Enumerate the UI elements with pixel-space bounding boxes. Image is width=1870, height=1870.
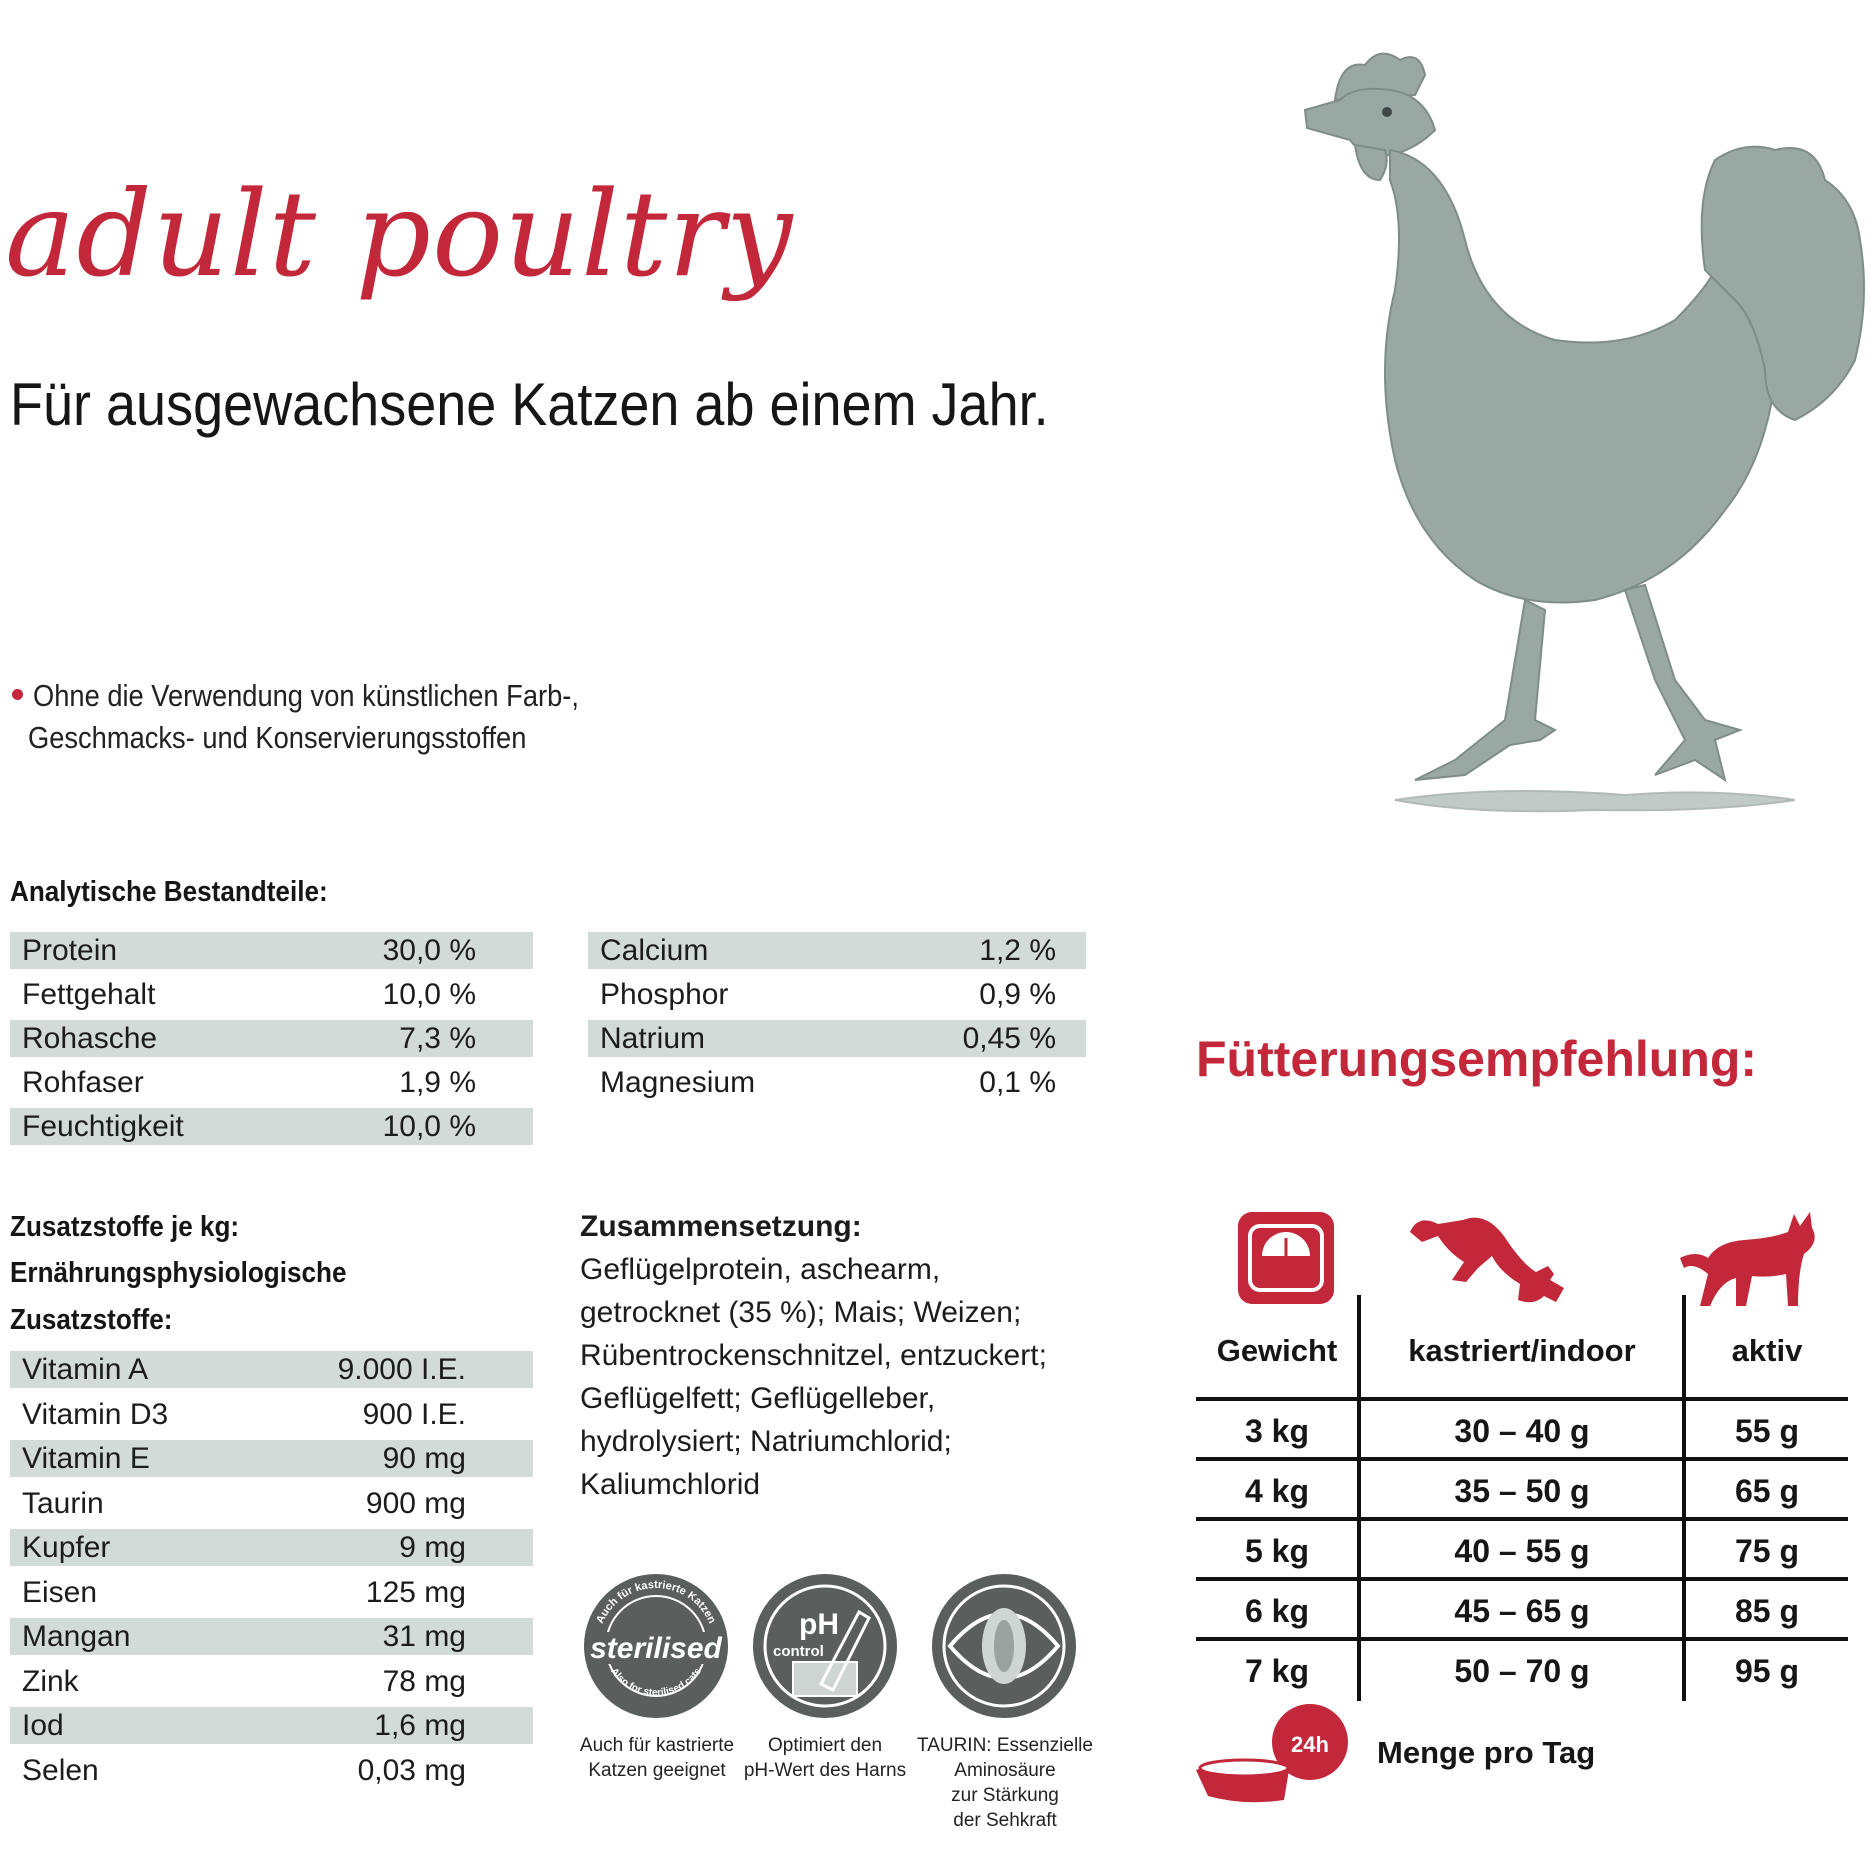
additives-heading-2: Ernährungsphysiologische (10, 1257, 347, 1289)
cell-indoor: 40 – 55 g (1454, 1533, 1590, 1569)
cell-active: 75 g (1734, 1533, 1800, 1569)
analytics-heading: Analytische Bestandteile: (10, 876, 328, 908)
ph-control-icon: pH control (753, 1574, 897, 1718)
per-day-label: Menge pro Tag (1377, 1735, 1596, 1770)
cell-indoor: 30 – 40 g (1454, 1413, 1590, 1449)
table-row: Vitamin E 90 mg (10, 1440, 533, 1477)
cell-weight: 4 kg (1244, 1473, 1310, 1509)
col-header-indoor: kastriert/indoor (1408, 1333, 1636, 1368)
cell-indoor: 45 – 65 g (1454, 1593, 1590, 1629)
table-row: Eisen 125 mg (22, 1575, 466, 1609)
sterilised-label: sterilised (590, 1632, 722, 1665)
table-row: Magnesium 0,1 % (600, 1065, 1056, 1099)
stretching-cat-icon (1410, 1217, 1564, 1303)
col-header-weight: Gewicht (1216, 1333, 1338, 1368)
table-rule (1196, 1397, 1848, 1401)
control-label: control (773, 1643, 824, 1660)
table-row: Fettgehalt 10,0 % (22, 977, 476, 1011)
product-subtitle: Für ausgewachsene Katzen ab einem Jahr. (10, 371, 1049, 438)
hen-illustration (1303, 52, 1865, 813)
cell-indoor: 50 – 70 g (1454, 1653, 1590, 1689)
feeding-title: Fütterungsempfehlung: (1196, 1031, 1758, 1087)
badge-caption-ph: Optimiert den pH-Wert des Harns (743, 1735, 907, 1781)
bullet-text-line1: Ohne die Verwendung von künstlichen Farb… (33, 678, 579, 713)
composition-label: Zusammensetzung: (580, 1210, 862, 1243)
table-divider (1682, 1295, 1686, 1701)
table-row: Vitamin D3 900 I.E. (22, 1397, 466, 1431)
table-row: Phosphor 0,9 % (600, 977, 1056, 1011)
bowl-badge-text: 24h (1291, 1732, 1329, 1757)
standing-cat-icon (1680, 1212, 1815, 1306)
table-divider (1357, 1295, 1361, 1701)
table-row: Natrium 0,45 % (588, 1020, 1086, 1057)
table-row: Feuchtigkeit 10,0 % (10, 1108, 533, 1145)
badge-caption-taurine: TAURIN: Essenzielle Aminosäure zur Stärk… (917, 1735, 1093, 1831)
composition-text: Zusammensetzung: Geflügelprotein, aschea… (580, 1205, 1060, 1506)
table-rule (1196, 1457, 1848, 1461)
ph-label: pH (799, 1608, 839, 1641)
food-bowl-icon: 24h (1196, 1704, 1348, 1803)
cell-active: 55 g (1734, 1413, 1800, 1449)
cell-weight: 6 kg (1244, 1593, 1310, 1629)
table-rule (1196, 1637, 1848, 1641)
cell-active: 85 g (1734, 1593, 1800, 1629)
table-row: Calcium 1,2 % (588, 932, 1086, 969)
bullet-text-line2: Geschmacks- und Konservierungsstoffen (28, 720, 527, 755)
table-row: Iod 1,6 mg (10, 1707, 533, 1744)
taurine-eye-icon (932, 1574, 1076, 1718)
additives-heading-1: Zusatzstoffe je kg: (10, 1211, 240, 1243)
table-row: Mangan 31 mg (10, 1618, 533, 1655)
product-title: adult poultry (5, 165, 794, 303)
cell-indoor: 35 – 50 g (1454, 1473, 1590, 1509)
cell-weight: 3 kg (1244, 1413, 1310, 1449)
sterilised-badge-icon: Auch für kastrierte Katzen Also for ster… (584, 1574, 728, 1718)
table-row: Taurin 900 mg (22, 1486, 466, 1520)
bullet-dot (12, 689, 23, 700)
cell-active: 65 g (1734, 1473, 1800, 1509)
table-row: Rohfaser 1,9 % (22, 1065, 476, 1099)
table-row: Zink 78 mg (22, 1664, 466, 1698)
additives-heading-3: Zusatzstoffe: (10, 1304, 173, 1336)
table-row: Vitamin A 9.000 I.E. (10, 1351, 533, 1388)
table-rule (1196, 1517, 1848, 1521)
table-row: Selen 0,03 mg (22, 1753, 466, 1787)
badge-caption-sterilised: Auch für kastrierte Katzen geeignet (579, 1735, 735, 1781)
table-row: Protein 30,0 % (10, 932, 533, 969)
composition-ingredients: Geflügelprotein, aschearm, getrocknet (3… (580, 1253, 1047, 1501)
cell-weight: 5 kg (1244, 1533, 1310, 1569)
table-row: Kupfer 9 mg (10, 1529, 533, 1566)
cell-weight: 7 kg (1244, 1653, 1310, 1689)
scale-icon (1238, 1212, 1334, 1304)
table-rule (1196, 1577, 1848, 1581)
col-header-active: aktiv (1731, 1333, 1803, 1368)
table-row: Rohasche 7,3 % (10, 1020, 533, 1057)
cell-active: 95 g (1734, 1653, 1800, 1689)
